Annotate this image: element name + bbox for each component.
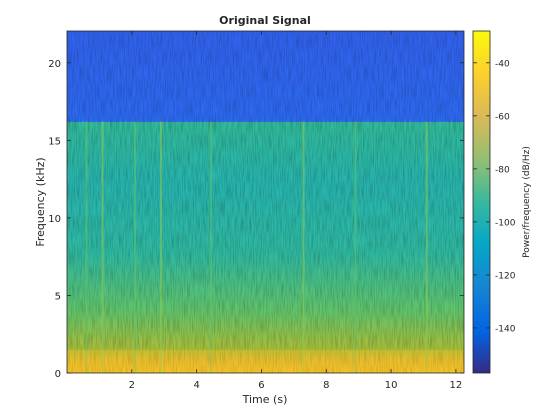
colorbar-tick-label: -100	[495, 218, 516, 228]
colorbar-tick-label: -140	[495, 324, 516, 334]
transient-streak	[210, 121, 213, 373]
transient-streak	[354, 121, 357, 373]
colorbar-tick-label: -40	[495, 59, 510, 69]
x-axis-label: Time (s)	[242, 393, 288, 406]
transient-streak	[134, 121, 137, 373]
colorbar-tick-label: -80	[495, 165, 510, 175]
spectrogram-plot-area	[67, 31, 464, 373]
y-tick-label: 10	[48, 214, 61, 225]
colorbar-label: Power/frequency (dB/Hz)	[522, 146, 532, 258]
y-tick-label: 5	[55, 291, 61, 302]
transient-streak	[159, 121, 162, 373]
plot-frame	[66, 30, 465, 374]
upper-band-texture	[67, 31, 464, 123]
transient-streak	[85, 121, 88, 373]
transient-streak	[425, 121, 428, 373]
colorbar-tick-label: -60	[495, 112, 510, 122]
x-tick-label: 12	[450, 380, 463, 391]
x-tick-label: 8	[323, 380, 329, 391]
transient-streak	[302, 121, 305, 373]
colorbar	[472, 30, 491, 374]
y-tick-label: 0	[55, 369, 61, 380]
colorbar-tick-label: -120	[495, 271, 516, 281]
x-tick-label: 2	[129, 380, 135, 391]
y-tick-label: 20	[48, 59, 61, 70]
y-tick-label: 15	[48, 136, 61, 147]
y-axis-label: Frequency (kHz)	[34, 157, 47, 246]
x-axis: 2 4 6 8 10 12	[129, 31, 463, 391]
transient-streak	[101, 121, 104, 373]
x-tick-label: 6	[258, 380, 264, 391]
low-frequency-band	[67, 349, 464, 373]
transient-streaks	[67, 121, 464, 373]
x-tick-label: 4	[193, 380, 199, 391]
x-tick-label: 10	[385, 380, 398, 391]
colorbar-axis: -40 -60 -80 -100 -120 -140	[473, 59, 516, 334]
chart-title: Original Signal	[219, 14, 311, 27]
y-axis: 0 5 10 15 20	[48, 59, 464, 380]
